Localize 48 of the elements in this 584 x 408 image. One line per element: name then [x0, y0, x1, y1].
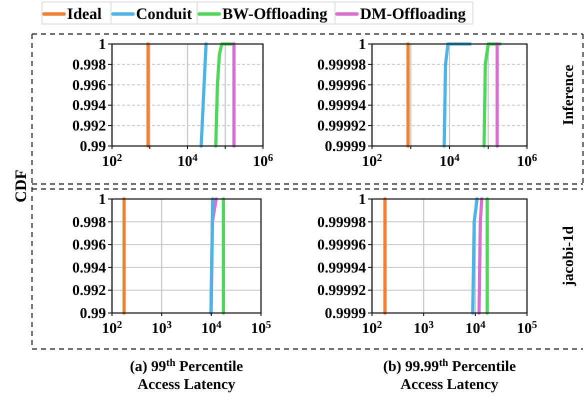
x-tick-label: 10$^{5}$	[516, 320, 538, 337]
line-series	[214, 42, 236, 148]
x-tick-label: 10$^{3}$	[152, 320, 172, 337]
y-axis-title: CDF	[13, 169, 30, 202]
x-tick-label: 10$^{4}$	[201, 320, 222, 337]
y-tick-label: 0.9999	[324, 306, 366, 322]
y-tick-label: 0.992	[72, 283, 106, 300]
y-tick-label: 1	[358, 37, 366, 53]
y-tick-label: 1	[98, 192, 106, 208]
y-tick-label: 1	[358, 192, 366, 208]
y-tick-label: 0.99996	[317, 238, 366, 254]
y2-axis-title: jacobi-1d	[561, 225, 577, 287]
y2-axis-title: Inference	[561, 64, 577, 126]
y-tick-label: 0.998	[72, 214, 106, 231]
y-tick-label: 1	[98, 37, 106, 53]
x-tick-label: 10$^{6}$	[252, 152, 274, 170]
x-tick-label: 10$^{4}$	[465, 320, 486, 337]
y-tick-label: 0.99994	[317, 260, 366, 276]
y-tick-label: 0.992	[72, 118, 106, 135]
legend-label: BW-Offloading	[222, 6, 328, 23]
x-tick-label: 10$^{2}$	[102, 320, 122, 337]
y-tick-label: 0.996	[72, 238, 106, 254]
y-tick-label: 0.99992	[317, 118, 366, 135]
x-tick-label: 10$^{5}$	[250, 320, 272, 337]
x-tick-label: 10$^{4}$	[177, 152, 198, 170]
x-axis-title: (a) 99$^{th}$ Percentile Access Latency	[130, 358, 244, 393]
y-tick-label: 0.99992	[317, 283, 366, 300]
x-axis-title: (b) 99.99$^{th}$ Percentile Access Latency	[383, 358, 516, 393]
y-tick-label: 0.99998	[317, 214, 366, 231]
legend-label: DM-Offloading	[360, 6, 466, 23]
x-tick-label: 10$^{2}$	[362, 320, 382, 337]
y-tick-label: 0.99	[80, 139, 106, 155]
x-tick-label: 10$^{2}$	[362, 152, 382, 170]
x-tick-label: 10$^{4}$	[439, 152, 460, 170]
y-tick-label: 0.99996	[317, 78, 366, 94]
legend-label: Ideal	[67, 6, 102, 23]
y-tick-label: 0.9999	[324, 139, 366, 155]
x-tick-label: 10$^{3}$	[414, 320, 434, 337]
y-tick-label: 0.994	[72, 98, 106, 114]
y-tick-label: 0.996	[72, 78, 106, 94]
y-tick-label: 0.994	[72, 260, 106, 276]
y-tick-label: 0.99998	[317, 57, 366, 74]
legend-label: Conduit	[136, 6, 193, 23]
y-tick-label: 0.998	[72, 57, 106, 74]
x-tick-label: 10$^{6}$	[516, 152, 538, 170]
y-tick-label: 0.99994	[317, 98, 366, 114]
y-tick-label: 0.99	[80, 306, 106, 322]
x-tick-label: 10$^{2}$	[102, 152, 122, 170]
